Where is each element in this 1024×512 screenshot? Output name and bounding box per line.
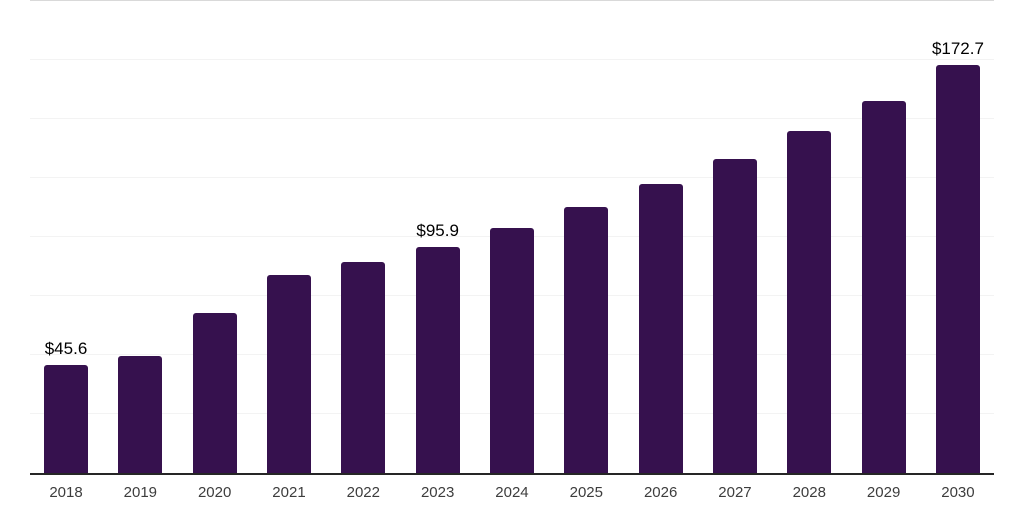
gridline-175: [30, 59, 994, 60]
bar-2028: [787, 131, 832, 473]
bar-2021: [266, 274, 311, 473]
x-tick-2021: 2021: [272, 484, 306, 501]
bar-2029: [861, 101, 906, 473]
gridline-150: [30, 118, 994, 119]
x-tick-2030: 2030: [941, 484, 975, 501]
bar-series: $45.6 $95.9 $172.7: [30, 1, 994, 473]
x-tick-2022: 2022: [346, 484, 380, 501]
x-tick-2019: 2019: [123, 484, 158, 501]
x-tick-2023: 2023: [420, 484, 455, 501]
x-tick-2025: 2025: [569, 484, 603, 501]
bar-2026: [638, 184, 683, 473]
gridline-125: [30, 177, 994, 178]
data-label-2023: $95.9: [416, 220, 459, 240]
data-label-2018: $45.6: [44, 339, 88, 359]
bar-2020: [192, 312, 237, 473]
x-tick-2029: 2029: [866, 484, 901, 501]
x-tick-2020: 2020: [197, 484, 232, 501]
bar-2018: $45.6: [44, 339, 88, 473]
data-label-2030: $172.7: [931, 39, 984, 59]
x-tick-2027: 2027: [718, 484, 752, 501]
bar-2019: [118, 355, 163, 473]
bar-2024: [489, 227, 534, 473]
x-tick-2018: 2018: [49, 484, 83, 501]
bar-2025: [564, 206, 609, 473]
plot-area: $45.6 $95.9 $172.7: [30, 0, 994, 475]
x-tick-2026: 2026: [643, 484, 678, 501]
bar-2023: $95.9: [415, 221, 460, 473]
bar-2022: [341, 261, 386, 473]
bar-2027: [712, 159, 757, 473]
bar-2030: $172.7: [932, 39, 984, 473]
x-axis-tick-labels: 2018 2019 2020 2021 2022 2023 2024 2025 2026 2027…: [30, 484, 994, 501]
x-tick-2024: 2024: [495, 484, 529, 501]
x-tick-2028: 2028: [792, 484, 826, 501]
